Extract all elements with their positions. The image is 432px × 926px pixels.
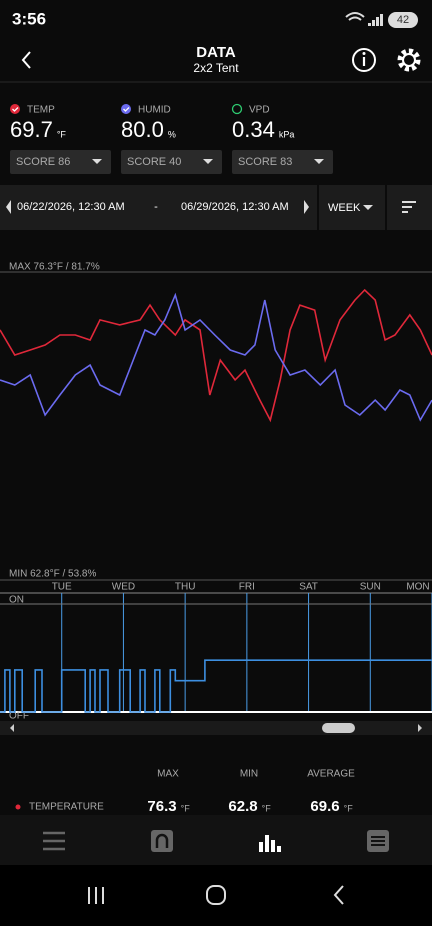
page-title: DATA — [196, 44, 236, 61]
min-label: MIN 62.8°F / 53.8% — [9, 569, 96, 580]
range-separator: - — [154, 201, 158, 213]
check — [12, 107, 19, 112]
status-dot — [231, 103, 243, 115]
score: SCORE 40 — [127, 156, 181, 168]
wifi-icon — [345, 12, 365, 21]
range-end[interactable]: 06/29/2026, 12:30 AM — [181, 201, 289, 213]
scrollbar[interactable] — [0, 721, 432, 735]
max-label: MAX 76.3°F / 81.7% — [9, 262, 100, 273]
reading-value: 0.34 — [232, 117, 275, 142]
time: 3:56 — [12, 9, 46, 28]
stats-value: 76.3 — [147, 798, 176, 815]
period-select[interactable]: WEEK — [328, 202, 361, 214]
stats-header: MIN — [240, 769, 258, 780]
stats-value: 69.6 — [310, 798, 339, 815]
reading-label: TEMP — [27, 105, 55, 116]
score: SCORE 86 — [16, 156, 70, 168]
x-tick-label: WED — [112, 582, 135, 593]
status-dot — [121, 104, 131, 114]
x-tick-label: SAT — [299, 582, 318, 593]
back-button[interactable] — [21, 51, 31, 69]
dropdown-arrow — [203, 159, 213, 164]
x-tick-label: MON — [406, 582, 429, 593]
status-dot — [10, 104, 20, 114]
dropdown-arrow — [363, 205, 373, 210]
range-bar — [0, 185, 432, 230]
nav-controls[interactable] — [43, 831, 65, 851]
stats-unit: °F — [344, 803, 354, 813]
page-subtitle: 2x2 Tent — [193, 61, 239, 75]
stats-unit: °F — [262, 803, 272, 813]
x-tick-label: FRI — [239, 582, 255, 593]
reading-value: 69.7 — [10, 117, 53, 142]
nav-logs[interactable] — [367, 830, 389, 852]
y-tick-label: OFF — [9, 711, 29, 722]
x-tick-label: SUN — [360, 582, 381, 593]
x-tick-label: TUE — [52, 582, 72, 593]
series-line — [0, 288, 432, 423]
stats-header: AVERAGE — [307, 769, 355, 780]
x-tick-label: THU — [175, 582, 196, 593]
legend-dot — [15, 804, 21, 810]
prev-button[interactable] — [6, 200, 11, 214]
recents-button[interactable] — [88, 887, 104, 904]
battery — [388, 12, 418, 28]
range-start[interactable]: 06/22/2026, 12:30 AM — [17, 201, 125, 213]
reading-unit: % — [168, 129, 176, 139]
score-dropdown[interactable] — [10, 150, 111, 174]
y-tick-label: ON — [9, 595, 24, 606]
dropdown-arrow — [92, 159, 102, 164]
nav-data[interactable] — [259, 835, 281, 852]
info-button[interactable] — [352, 48, 376, 72]
dropdown-arrow — [314, 159, 324, 164]
series-line — [0, 292, 432, 422]
reading-label: VPD — [249, 105, 270, 116]
signal-icon — [368, 14, 383, 26]
check — [123, 107, 130, 112]
score: SCORE 83 — [238, 156, 292, 168]
system-nav — [0, 865, 432, 926]
sort-button[interactable] — [402, 201, 416, 213]
reading-unit: °F — [57, 129, 67, 139]
nav-devices[interactable] — [151, 830, 173, 852]
reading-value: 80.0 — [121, 117, 164, 142]
score-dropdown[interactable] — [121, 150, 222, 174]
battery-level: 42 — [397, 14, 409, 26]
stats-header: MAX — [157, 769, 179, 780]
stats-value: 62.8 — [228, 798, 257, 815]
scroll-thumb[interactable] — [322, 723, 355, 733]
step-line — [0, 659, 432, 713]
bottom-nav — [0, 815, 432, 865]
reading-label: HUMID — [138, 105, 171, 116]
home-button[interactable] — [206, 885, 226, 905]
stats-name: TEMPERATURE — [29, 802, 104, 813]
settings-button[interactable] — [397, 48, 421, 72]
stats-unit: °F — [181, 803, 191, 813]
system-back-button[interactable] — [333, 885, 344, 905]
next-button[interactable] — [304, 200, 309, 214]
reading-unit: kPa — [279, 129, 295, 139]
score-dropdown[interactable] — [232, 150, 333, 174]
